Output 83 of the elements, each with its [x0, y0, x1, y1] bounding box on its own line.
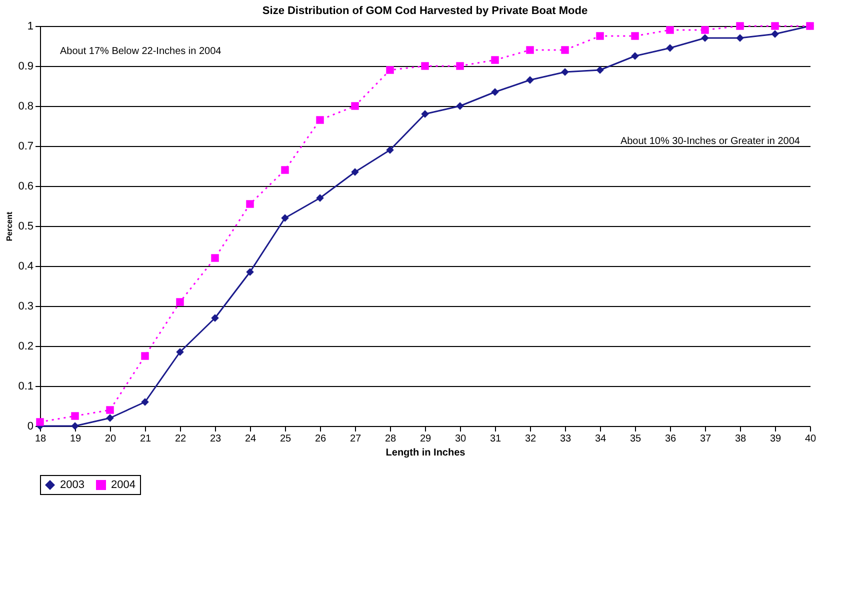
- point: [736, 22, 744, 30]
- point: [631, 52, 639, 60]
- point: [666, 44, 674, 52]
- point: [246, 200, 254, 208]
- x-tick-label: 34: [594, 434, 606, 444]
- point: [281, 166, 289, 174]
- annotation: About 17% Below 22-Inches in 2004: [60, 46, 222, 57]
- x-tick-label: 37: [700, 434, 712, 444]
- x-tick-label: 24: [244, 434, 256, 444]
- point: [141, 352, 149, 360]
- x-tick-label: 28: [384, 434, 396, 444]
- x-tick-label: 18: [34, 434, 46, 444]
- x-tick-label: 40: [804, 434, 816, 444]
- point: [386, 66, 394, 74]
- point: [71, 422, 79, 430]
- point: [701, 34, 709, 42]
- point: [736, 34, 744, 42]
- point: [421, 62, 429, 70]
- point: [596, 32, 604, 40]
- chart-title: Size Distribution of GOM Cod Harvested by Private Boat Mode: [262, 5, 588, 17]
- point: [526, 46, 534, 54]
- y-tick-label: 0.9: [18, 60, 34, 72]
- x-tick-label: 38: [734, 434, 746, 444]
- x-tick-label: 27: [350, 434, 362, 444]
- x-tick-label: 19: [70, 434, 82, 444]
- y-tick-label: 0.4: [18, 260, 34, 272]
- legend-label: 2004: [111, 479, 136, 491]
- y-tick-label: 0.7: [18, 140, 34, 152]
- point: [561, 46, 569, 54]
- y-axis-title: Percent: [5, 211, 14, 242]
- x-tick-label: 20: [104, 434, 116, 444]
- point: [771, 22, 779, 30]
- point: [316, 116, 324, 124]
- point: [526, 76, 534, 84]
- x-tick-label: 36: [664, 434, 676, 444]
- x-tick-label: 26: [314, 434, 326, 444]
- point: [176, 298, 184, 306]
- y-tick-label: 1: [27, 20, 34, 32]
- point: [596, 66, 604, 74]
- point: [351, 168, 359, 176]
- legend-label: 2003: [60, 479, 84, 491]
- point: [421, 110, 429, 118]
- point: [386, 146, 394, 154]
- point: [491, 88, 499, 96]
- point: [141, 398, 149, 406]
- annotation: About 10% 30-Inches or Greater in 2004: [620, 136, 800, 147]
- point: [316, 194, 324, 202]
- x-tick-label: 33: [560, 434, 572, 444]
- point: [701, 26, 709, 34]
- y-tick-label: 0.1: [18, 380, 34, 392]
- point: [281, 214, 289, 222]
- point: [631, 32, 639, 40]
- y-tick-label: 0.6: [18, 180, 34, 192]
- x-tick-label: 39: [770, 434, 782, 444]
- point: [456, 102, 464, 110]
- point: [666, 26, 674, 34]
- point: [211, 254, 219, 262]
- x-tick-label: 31: [490, 434, 502, 444]
- x-tick-label: 21: [140, 434, 152, 444]
- x-tick-label: 30: [454, 434, 466, 444]
- point: [491, 56, 499, 64]
- y-tick-label: 0.2: [18, 340, 34, 352]
- point: [351, 102, 359, 110]
- point: [176, 348, 184, 356]
- point: [246, 268, 254, 276]
- y-tick-label: 0: [27, 420, 34, 432]
- point: [106, 414, 114, 422]
- point: [456, 62, 464, 70]
- y-tick-label: 0.8: [18, 100, 34, 112]
- x-tick-label: 23: [210, 434, 222, 444]
- x-tick-label: 35: [630, 434, 642, 444]
- point: [71, 412, 79, 420]
- point: [561, 68, 569, 76]
- x-tick-label: 32: [524, 434, 536, 444]
- x-tick-label: 22: [174, 434, 186, 444]
- x-tick-label: 29: [420, 434, 432, 444]
- x-tick-label: 25: [280, 434, 292, 444]
- point: [211, 314, 219, 322]
- point: [771, 30, 779, 38]
- y-tick-label: 0.3: [18, 300, 34, 312]
- y-tick-label: 0.5: [18, 220, 34, 232]
- x-axis-title: Length in Inches: [386, 448, 466, 458]
- point: [106, 406, 114, 414]
